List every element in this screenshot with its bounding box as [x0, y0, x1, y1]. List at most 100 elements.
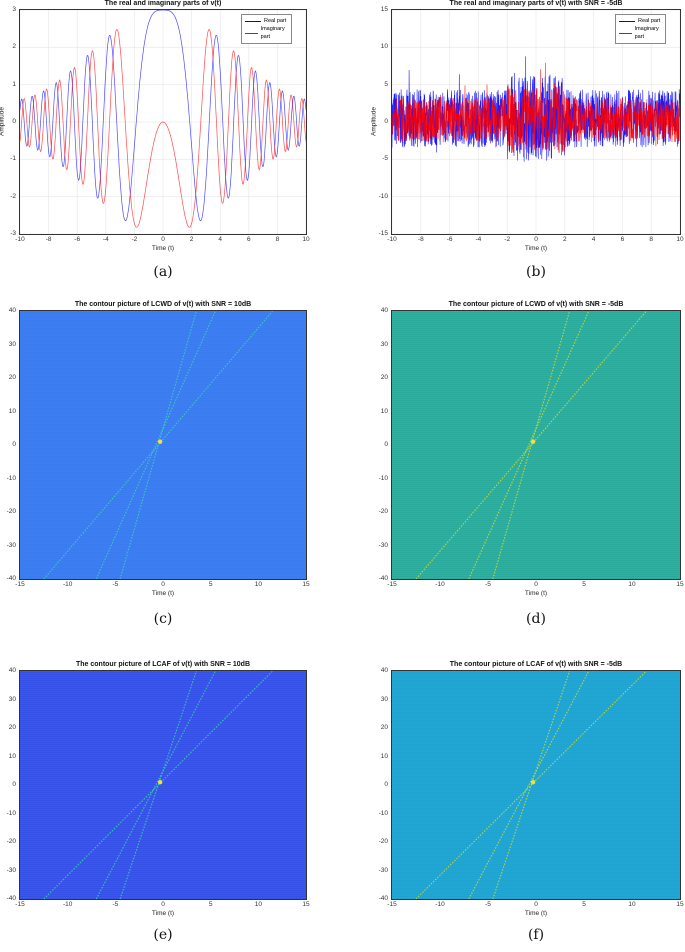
chart-title: The contour picture of LCWD of v(t) with…: [448, 301, 624, 308]
subfigure-caption: (d): [526, 611, 546, 627]
ridge-line: [95, 311, 216, 579]
y-tick-label: 10: [380, 407, 388, 415]
x-axis-label: Time (t): [151, 590, 175, 597]
x-tick-label: -4: [475, 236, 482, 243]
y-tick-label: 10: [8, 752, 16, 760]
y-tick-label: 10: [8, 407, 16, 415]
subfigure-caption: (b): [526, 264, 546, 280]
x-tick-label: -4: [102, 236, 109, 243]
y-tick-label: -10: [378, 192, 388, 200]
plot-area: [19, 670, 307, 900]
x-tick-label: 10: [254, 901, 262, 908]
y-tick-label: -2: [10, 192, 16, 200]
y-tick-label: -40: [378, 575, 388, 582]
x-tick-label: 10: [628, 581, 636, 588]
y-tick-label: 40: [8, 667, 16, 674]
x-tick-label: -15: [15, 581, 25, 588]
x-tick-label: 10: [628, 901, 636, 908]
x-tick-label: 5: [208, 581, 213, 588]
y-tick-label: 20: [8, 724, 16, 731]
y-tick-label: -40: [6, 895, 16, 902]
y-tick-label: 10: [380, 43, 388, 51]
x-tick-label: -10: [62, 581, 73, 588]
y-tick-label: 15: [380, 6, 388, 13]
peak-marker: [157, 779, 163, 785]
x-axis-label: Time (t): [524, 910, 548, 917]
y-tick-label: 1: [12, 80, 16, 88]
y-tick-label: 0: [12, 441, 16, 448]
x-tick-label: 2: [189, 236, 194, 243]
chart-title: The real and imaginary parts of v(t) wit…: [449, 0, 623, 7]
y-tick-label: 20: [8, 374, 16, 381]
x-tick-label: -6: [74, 236, 81, 243]
x-tick-label: -15: [387, 581, 397, 588]
y-tick-label: -1: [10, 155, 16, 163]
x-tick-label: 10: [302, 236, 310, 243]
y-tick-label: 40: [380, 307, 388, 314]
y-tick-label: 20: [380, 724, 388, 731]
x-tick-label: 4: [591, 236, 596, 243]
legend-swatch: [245, 32, 258, 34]
y-tick-label: 0: [12, 781, 16, 788]
legend-entry: Real part: [619, 17, 662, 25]
x-axis-label: Time (t): [151, 910, 175, 917]
y-tick-label: 3: [12, 6, 16, 13]
x-tick-label: -10: [15, 236, 25, 243]
ridge-line: [415, 311, 647, 579]
y-tick-label: -10: [378, 474, 388, 482]
x-tick-label: 4: [218, 236, 222, 243]
x-tick-label: 8: [649, 236, 653, 243]
y-tick-label: 0: [384, 118, 388, 125]
chart-title: The real and imaginary parts of v(t): [104, 0, 222, 7]
y-tick-label: 0: [384, 441, 388, 448]
y-tick-label: 2: [12, 43, 16, 51]
y-tick-label: 30: [8, 695, 16, 703]
y-tick-label: -3: [10, 230, 16, 237]
ridge-line: [492, 671, 571, 899]
y-tick-label: -20: [6, 508, 16, 515]
x-tick-label: 8: [275, 236, 280, 243]
legend: Real part Imaginary part: [615, 14, 667, 44]
series-imaginary-part: [20, 29, 306, 228]
plot-area: [19, 310, 307, 580]
y-tick-label: -10: [6, 474, 16, 482]
y-tick-label: -40: [6, 575, 16, 582]
x-tick-label: 0: [534, 236, 538, 243]
x-axis-label: Time (t): [524, 245, 548, 252]
legend-swatch: [245, 20, 261, 22]
y-tick-label: 30: [380, 695, 388, 703]
y-tick-label: 30: [380, 340, 388, 348]
x-tick-label: 6: [246, 236, 251, 243]
x-tick-label: -10: [387, 236, 397, 243]
x-tick-label: -5: [112, 581, 119, 588]
y-tick-label: -20: [378, 508, 388, 515]
x-tick-label: -2: [504, 236, 511, 243]
series-real-part: [20, 10, 306, 222]
x-tick-label: 0: [534, 901, 538, 908]
y-tick-label: 0: [12, 118, 16, 125]
plot-area: [391, 9, 681, 235]
ridge-line: [468, 671, 590, 899]
y-tick-label: 0: [384, 781, 388, 788]
x-tick-label: 5: [582, 901, 586, 908]
chart-title: The contour picture of LCAF of v(t) with…: [449, 661, 623, 668]
y-tick-label: -30: [6, 866, 16, 874]
y-tick-label: -30: [378, 541, 388, 549]
y-tick-label: 5: [384, 80, 388, 88]
y-tick-label: -40: [378, 895, 388, 902]
plot-area: [391, 670, 681, 900]
y-tick-label: 20: [380, 374, 388, 381]
y-tick-label: -20: [6, 838, 16, 845]
x-tick-label: -6: [446, 236, 453, 243]
y-tick-label: -15: [378, 230, 388, 237]
y-tick-label: 10: [380, 752, 388, 760]
x-tick-label: 10: [254, 581, 262, 588]
legend-entry: Imaginary part: [619, 25, 662, 41]
y-tick-label: -10: [378, 809, 388, 817]
legend-label: Real part: [264, 18, 287, 24]
y-axis-label: Amplitude: [0, 107, 6, 136]
x-tick-label: 15: [302, 581, 310, 588]
x-tick-label: -5: [485, 581, 491, 588]
x-tick-label: 15: [302, 901, 310, 908]
subfigure-caption: (e): [153, 927, 173, 943]
